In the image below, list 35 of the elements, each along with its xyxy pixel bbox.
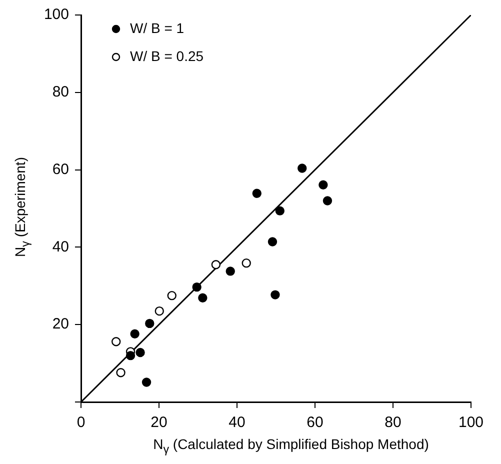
x-axis-title: N$_{γ}$ (Calculated by Simplified Bishop Method) xyxy=(152,436,430,456)
point xyxy=(275,206,284,216)
x-tick-label: 40 xyxy=(228,414,246,432)
x-tick-label: 0 xyxy=(76,414,86,432)
point xyxy=(252,188,262,198)
point xyxy=(211,260,221,270)
y-tick-label: 20 xyxy=(52,316,69,333)
point xyxy=(226,266,235,276)
y-tick-label: 80 xyxy=(52,84,69,101)
y-tick-label: 100 xyxy=(44,6,69,24)
x-tick-label: 20 xyxy=(150,414,168,432)
point xyxy=(142,378,152,387)
point xyxy=(130,329,140,338)
point xyxy=(136,348,145,358)
point xyxy=(167,290,176,300)
point xyxy=(322,196,332,206)
legend-label: W/ B = 0.25 xyxy=(130,48,204,64)
y-tick-label: 40 xyxy=(52,238,69,256)
point xyxy=(270,290,280,300)
point xyxy=(112,337,121,346)
point xyxy=(268,237,278,246)
point xyxy=(116,368,126,378)
x-tick-label: 100 xyxy=(458,414,484,432)
x-tick-label: 60 xyxy=(306,414,324,432)
point xyxy=(318,180,328,190)
point xyxy=(192,282,202,292)
point xyxy=(145,318,154,328)
legend-label: W/ B = 1 xyxy=(130,20,184,36)
point xyxy=(298,164,307,173)
y-tick-label: 60 xyxy=(52,160,69,178)
point xyxy=(242,258,251,268)
point xyxy=(126,350,136,360)
point xyxy=(154,306,164,316)
point xyxy=(198,293,208,302)
x-tick-label: 80 xyxy=(384,414,402,432)
